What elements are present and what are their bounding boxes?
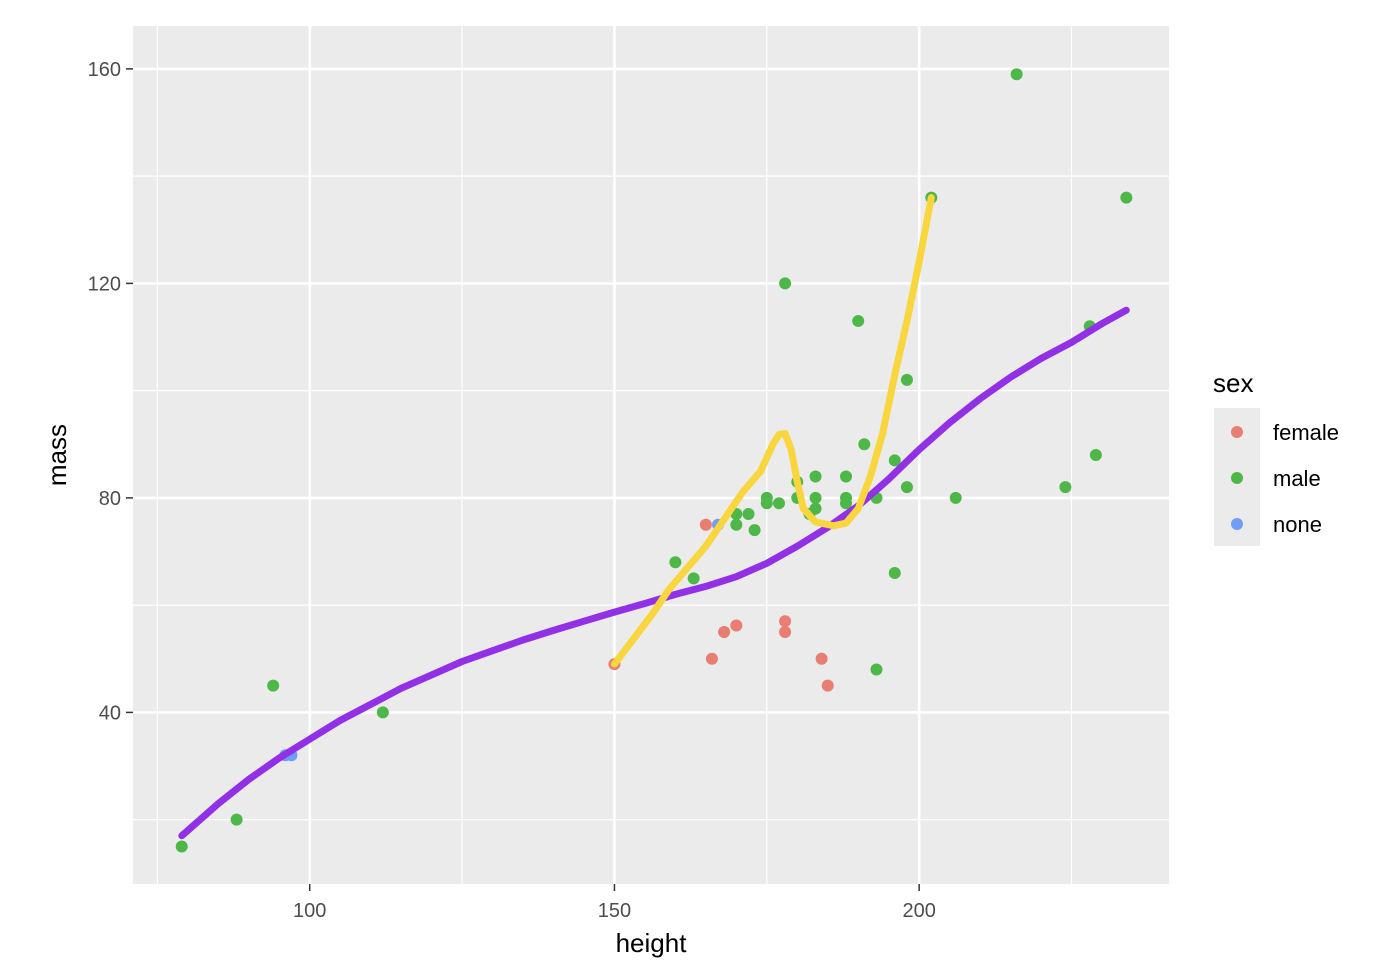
x-axis-title: height: [616, 928, 688, 958]
data-point-male: [840, 470, 853, 483]
data-point-male: [267, 679, 280, 692]
data-point-male: [760, 497, 773, 510]
data-point-male: [730, 518, 743, 531]
legend-title: sex: [1213, 368, 1253, 398]
data-point-female: [718, 625, 731, 638]
data-point-female: [779, 625, 792, 638]
data-point-male: [858, 438, 871, 451]
x-tick-label: 100: [293, 900, 326, 922]
data-point-male: [748, 524, 761, 537]
data-point-male: [900, 373, 913, 386]
legend-label-none: none: [1273, 512, 1322, 537]
data-point-male: [888, 566, 901, 579]
data-point-female: [779, 615, 792, 628]
data-point-female: [821, 679, 834, 692]
data-point-male: [1120, 191, 1133, 204]
legend-label-female: female: [1273, 420, 1339, 445]
y-tick-label: 160: [88, 59, 121, 81]
data-point-male: [687, 572, 700, 585]
data-point-male: [809, 491, 822, 504]
x-tick-label: 200: [902, 900, 935, 922]
data-point-female: [699, 518, 712, 531]
data-point-male: [809, 502, 822, 515]
data-point-male: [376, 706, 389, 719]
data-point-male: [870, 663, 883, 676]
data-point-male: [230, 813, 243, 826]
data-point-female: [815, 652, 828, 665]
data-point-male: [669, 556, 682, 569]
y-axis-title: mass: [42, 424, 72, 486]
data-point-male: [175, 840, 188, 853]
legend-key-none: [1231, 518, 1243, 530]
y-axis: 40 80 120 160: [88, 59, 133, 724]
x-axis: 100 150 200: [293, 884, 936, 922]
data-point-female: [705, 652, 718, 665]
data-point-male: [900, 481, 913, 494]
y-tick-label: 120: [88, 273, 121, 295]
data-point-male: [1089, 449, 1102, 461]
legend-key-female: [1231, 426, 1243, 438]
data-point-male: [840, 497, 853, 510]
data-point-male: [888, 454, 901, 467]
data-point-male: [1059, 481, 1072, 494]
data-point-male: [1010, 68, 1023, 81]
data-point-male: [779, 277, 792, 290]
data-point-male: [949, 491, 962, 504]
data-point-male: [772, 497, 785, 510]
y-tick-label: 80: [99, 488, 121, 510]
data-point-male: [852, 314, 865, 327]
legend: sex female male none: [1213, 368, 1339, 546]
data-point-male: [742, 507, 755, 520]
y-tick-label: 40: [99, 702, 121, 724]
data-point-male: [809, 470, 822, 483]
legend-entries: female male none: [1231, 420, 1339, 537]
x-tick-label: 150: [598, 900, 631, 922]
legend-key-male: [1231, 472, 1243, 484]
data-point-female: [730, 619, 743, 632]
smooth-line-2: [610, 194, 935, 668]
smooth-lines: [178, 194, 1130, 840]
legend-label-male: male: [1273, 466, 1321, 491]
